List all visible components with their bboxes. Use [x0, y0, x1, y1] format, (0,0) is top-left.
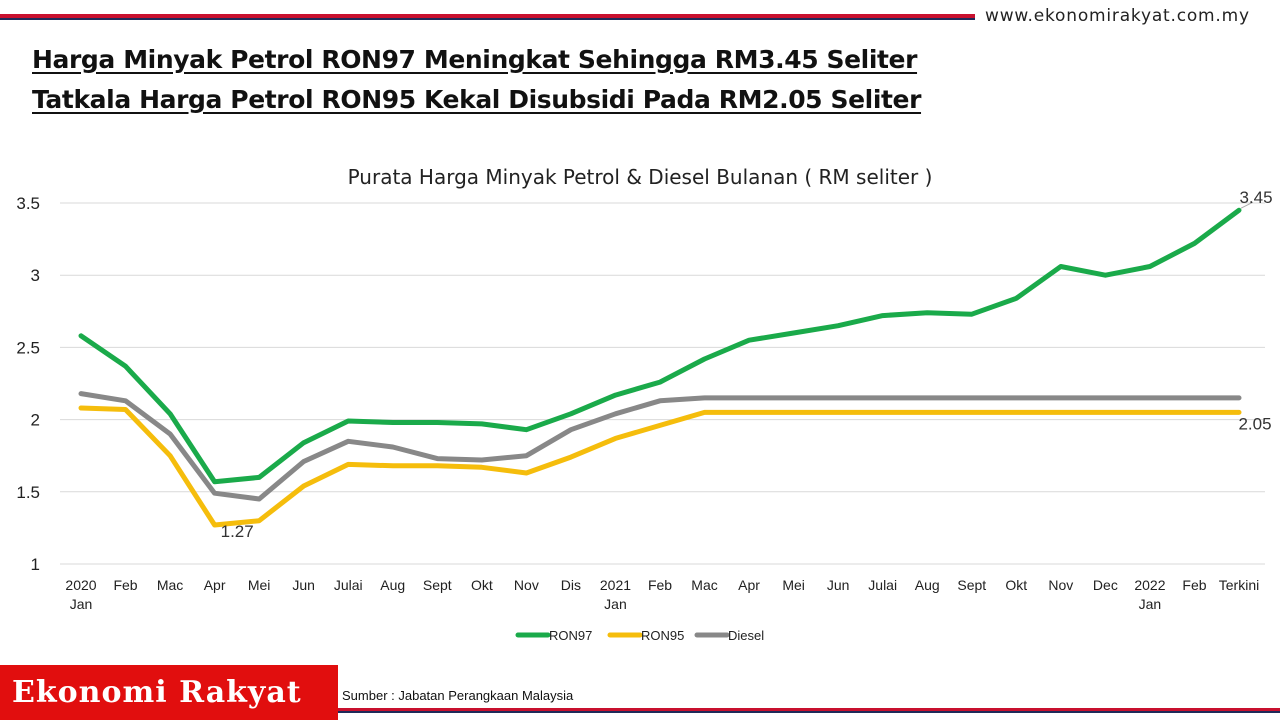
x-tick-label: Dec — [1093, 577, 1118, 593]
series-line-diesel — [78, 391, 1242, 502]
chart-title: Purata Harga Minyak Petrol & Diesel Bula… — [348, 165, 933, 189]
headline-line-1: Harga Minyak Petrol RON97 Meningkat Sehi… — [32, 45, 918, 74]
y-axis: 1 1.5 2 2.5 3 3.5 — [16, 194, 40, 574]
x-axis: 2020 Jan Feb Mac Apr Mei Jun Julai Aug Sept Okt Nov… — [65, 577, 1259, 612]
series-line-ron97 — [78, 207, 1242, 485]
x-tick-label: Julai — [868, 577, 897, 593]
y-tick-label: 2 — [31, 411, 40, 430]
x-tick-label: Julai — [334, 577, 363, 593]
x-tick-label: Sept — [423, 577, 452, 593]
x-tick-label: Nov — [514, 577, 539, 593]
brand-logo-text: Ekonomi Rakyat — [12, 675, 302, 710]
x-tick-label: Okt — [1005, 577, 1027, 593]
x-tick-label: Feb — [1182, 577, 1206, 593]
x-tick-label: Feb — [113, 577, 137, 593]
x-tick-label: Okt — [471, 577, 493, 593]
x-tick-label: Feb — [648, 577, 672, 593]
annotation-layer: 3.45 2.05 1.27 — [221, 188, 1273, 541]
fuel-price-line-chart: Purata Harga Minyak Petrol & Diesel Bula… — [16, 165, 1273, 643]
x-tick-label: Jun — [827, 577, 850, 593]
x-tick-label: Mei — [782, 577, 805, 593]
data-label: 3.45 — [1239, 188, 1272, 207]
source-note: Sumber : Jabatan Perangkaan Malaysia — [342, 688, 574, 703]
x-tick-label: Jan — [604, 596, 627, 612]
y-tick-label: 3.5 — [16, 194, 40, 213]
x-tick-label: 2021 — [600, 577, 631, 593]
x-tick-label: 2022 — [1134, 577, 1165, 593]
x-tick-label: Apr — [738, 577, 760, 593]
data-label: 1.27 — [221, 522, 254, 541]
y-tick-label: 1.5 — [16, 483, 40, 502]
data-label-leader — [1240, 201, 1254, 209]
x-tick-label: Jan — [70, 596, 93, 612]
x-tick-label: Nov — [1048, 577, 1073, 593]
x-tick-label: Aug — [380, 577, 405, 593]
grid-layer — [60, 202, 1265, 565]
y-tick-label: 2.5 — [16, 338, 40, 357]
x-tick-label: Mac — [691, 577, 717, 593]
legend-label-ron97: RON97 — [549, 628, 592, 643]
brand-logo: Ekonomi Rakyat — [0, 665, 338, 720]
top-accent-bar — [0, 14, 975, 20]
headline: Harga Minyak Petrol RON97 Meningkat Sehi… — [32, 40, 932, 120]
x-tick-label: Jun — [292, 577, 315, 593]
x-tick-label: Jan — [1139, 596, 1162, 612]
data-label: 2.05 — [1238, 414, 1271, 433]
x-tick-label: 2020 — [65, 577, 96, 593]
x-tick-label: Dis — [561, 577, 581, 593]
y-tick-label: 1 — [31, 555, 40, 574]
series-layer — [78, 207, 1242, 528]
headline-line-2: Tatkala Harga Petrol RON95 Kekal Disubsi… — [32, 85, 922, 114]
x-tick-label: Mac — [157, 577, 183, 593]
y-tick-label: 3 — [31, 266, 40, 285]
series-line-ron95 — [78, 405, 1242, 528]
legend-label-diesel: Diesel — [728, 628, 764, 643]
x-tick-label: Terkini — [1219, 577, 1259, 593]
legend: RON97 RON95 Diesel — [515, 628, 764, 643]
site-url[interactable]: www.ekonomirakyat.com.my — [985, 6, 1250, 26]
x-tick-label: Apr — [204, 577, 226, 593]
x-tick-label: Aug — [915, 577, 940, 593]
bottom-accent-bar — [338, 708, 1280, 714]
legend-label-ron95: RON95 — [641, 628, 684, 643]
x-tick-label: Mei — [248, 577, 271, 593]
x-tick-label: Sept — [957, 577, 986, 593]
